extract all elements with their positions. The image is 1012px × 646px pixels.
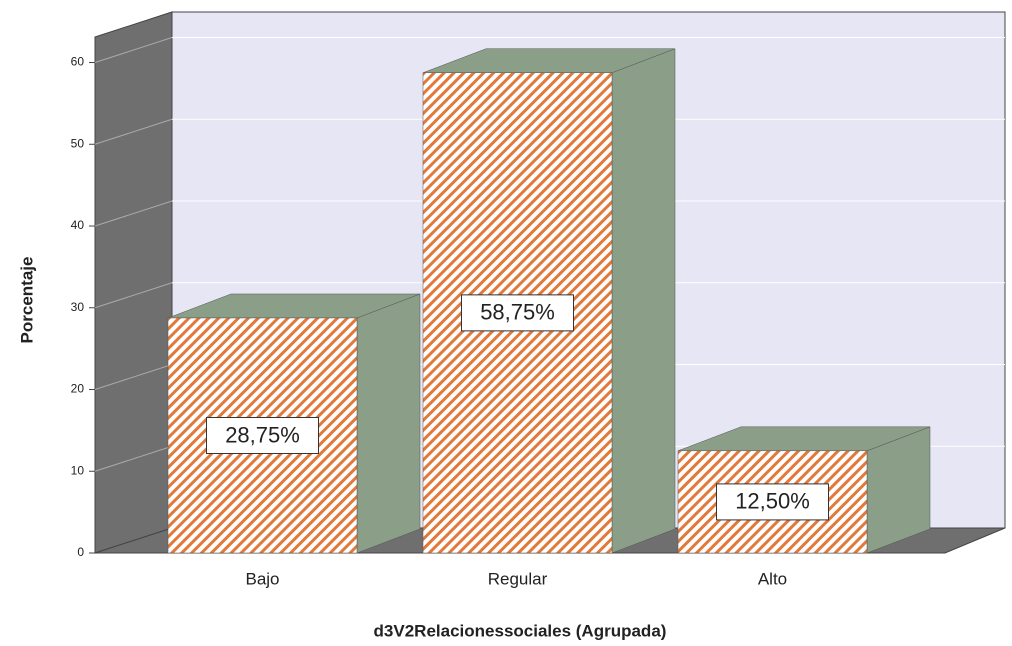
y-tick-label: 30 (71, 300, 85, 314)
y-tick-label: 0 (77, 545, 84, 559)
value-label-box (716, 483, 829, 521)
value-label: 28,75% (225, 422, 300, 447)
value-label-box (461, 294, 574, 332)
x-axis-title: d3V2Relacionessociales (Agrupada) (374, 621, 667, 640)
y-tick-label: 60 (71, 55, 85, 69)
grid-line (94, 118, 173, 145)
x-tick-label: Bajo (245, 569, 279, 588)
value-label-box (206, 416, 319, 454)
y-axis-title: Porcentaje (17, 257, 36, 344)
value-label: 12,50% (735, 489, 810, 514)
y-tick-label: 50 (71, 136, 85, 150)
y-tick-label: 20 (71, 382, 85, 396)
grid-line (94, 364, 173, 390)
bar-side (611, 48, 676, 554)
bar-side (356, 293, 421, 554)
y-tick-label: 10 (71, 463, 85, 477)
y-tick-label: 40 (71, 218, 85, 232)
grid-line (94, 282, 173, 309)
x-tick-label: Alto (758, 569, 787, 588)
grid-line (94, 200, 173, 227)
left-wall (94, 11, 173, 554)
value-label: 58,75% (480, 300, 555, 325)
grid-line (94, 445, 173, 472)
x-tick-label: Regular (488, 569, 548, 588)
grid-line (94, 37, 173, 63)
